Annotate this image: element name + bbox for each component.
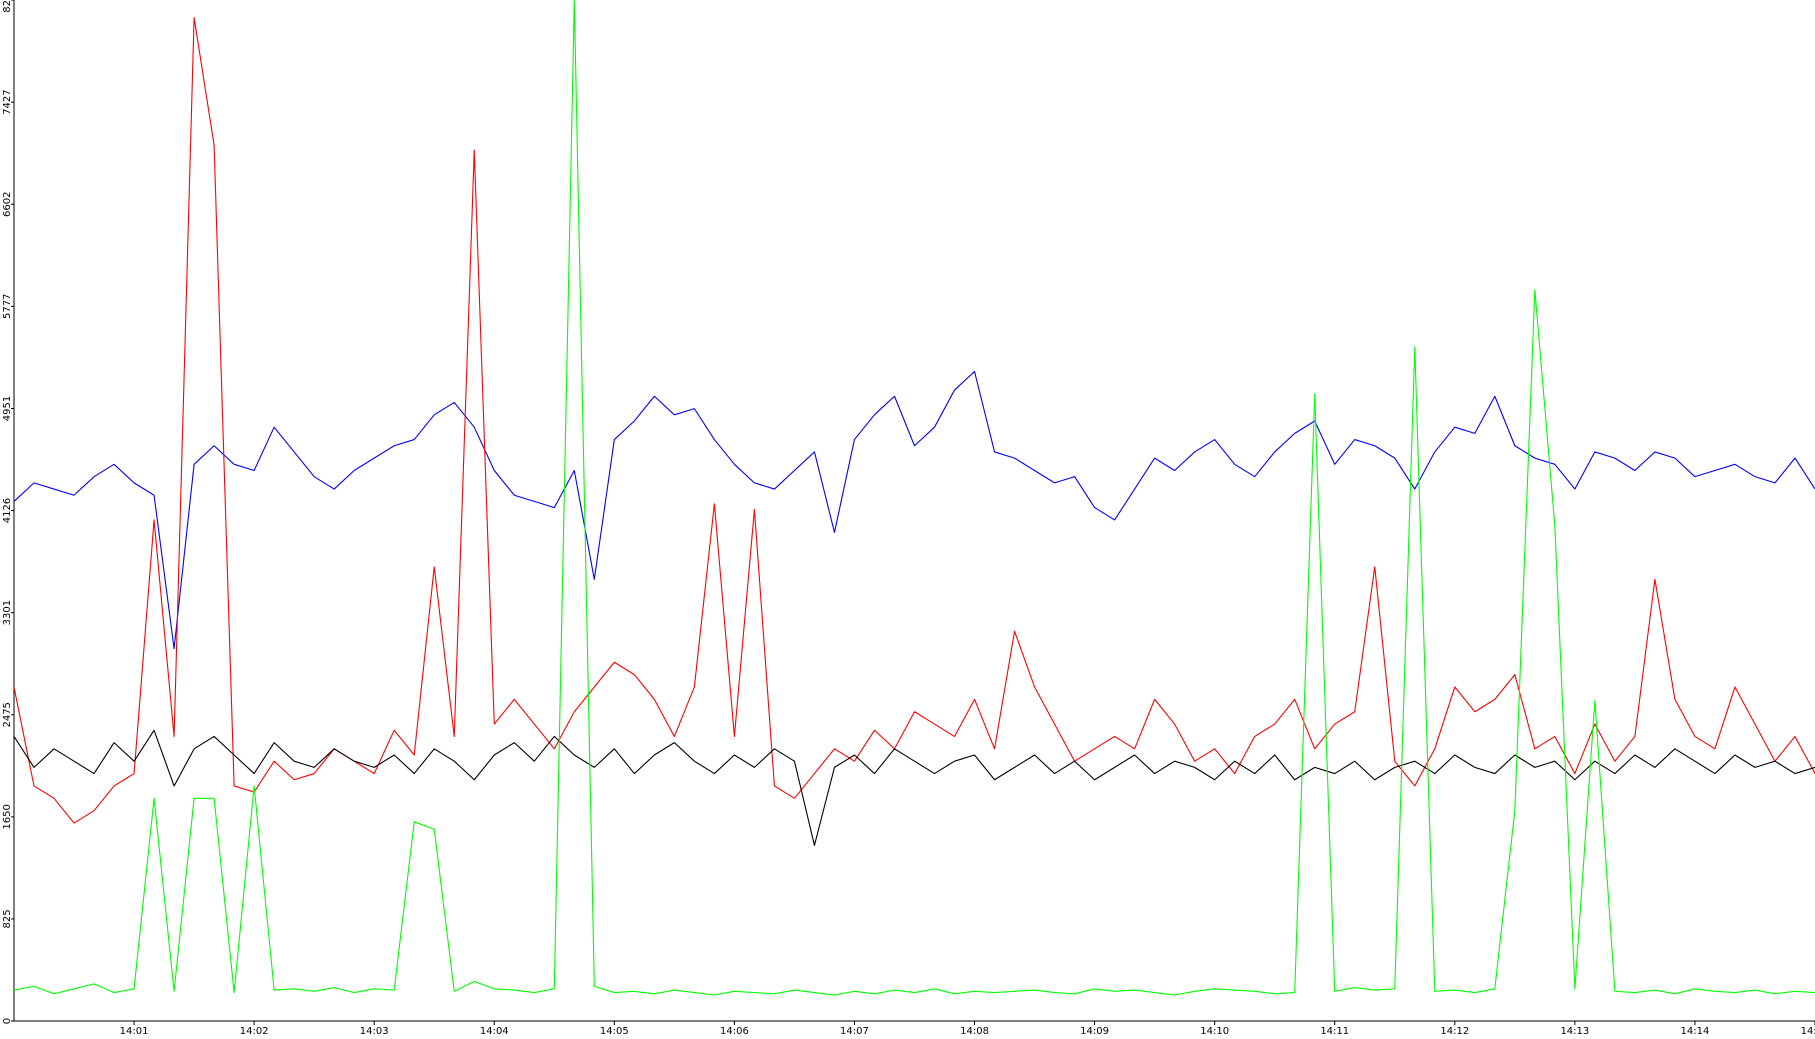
y-tick-label: 2475 xyxy=(2,702,13,727)
x-tick-label: 14:15 xyxy=(1801,1026,1815,1037)
series-line xyxy=(13,17,1815,824)
x-tick-label: 14:09 xyxy=(1080,1026,1109,1037)
y-tick-label: 3301 xyxy=(2,600,13,625)
series-line xyxy=(13,729,1815,846)
y-tick-label: 1650 xyxy=(2,804,13,829)
x-tick-label: 14:14 xyxy=(1681,1026,1710,1037)
x-tick-label: 14:01 xyxy=(120,1026,149,1037)
x-tick-label: 14:06 xyxy=(720,1026,749,1037)
x-tick-label: 14:02 xyxy=(240,1026,269,1037)
y-tick-label: 825 xyxy=(2,909,13,928)
series-line xyxy=(13,0,1815,996)
x-tick-label: 14:04 xyxy=(480,1026,509,1037)
y-tick-label: 4951 xyxy=(2,396,13,421)
x-tick-label: 14:05 xyxy=(600,1026,629,1037)
y-tick-label: 6602 xyxy=(2,192,13,217)
x-tick-label: 14:11 xyxy=(1320,1026,1349,1037)
x-tick-label: 14:07 xyxy=(840,1026,869,1037)
y-tick-label: 8253 xyxy=(2,0,13,13)
y-tick-label: 7427 xyxy=(2,89,13,114)
x-tick-label: 14:08 xyxy=(960,1026,989,1037)
x-tick-label: 14:12 xyxy=(1440,1026,1469,1037)
x-tick-label: 14:10 xyxy=(1200,1026,1229,1037)
y-tick-label: 0 xyxy=(2,1018,13,1024)
y-tick-label: 5777 xyxy=(2,294,13,319)
series-line xyxy=(13,370,1815,650)
x-tick-label: 14:03 xyxy=(360,1026,389,1037)
x-tick-label: 14:13 xyxy=(1560,1026,1589,1037)
y-tick-label: 4126 xyxy=(2,498,13,523)
